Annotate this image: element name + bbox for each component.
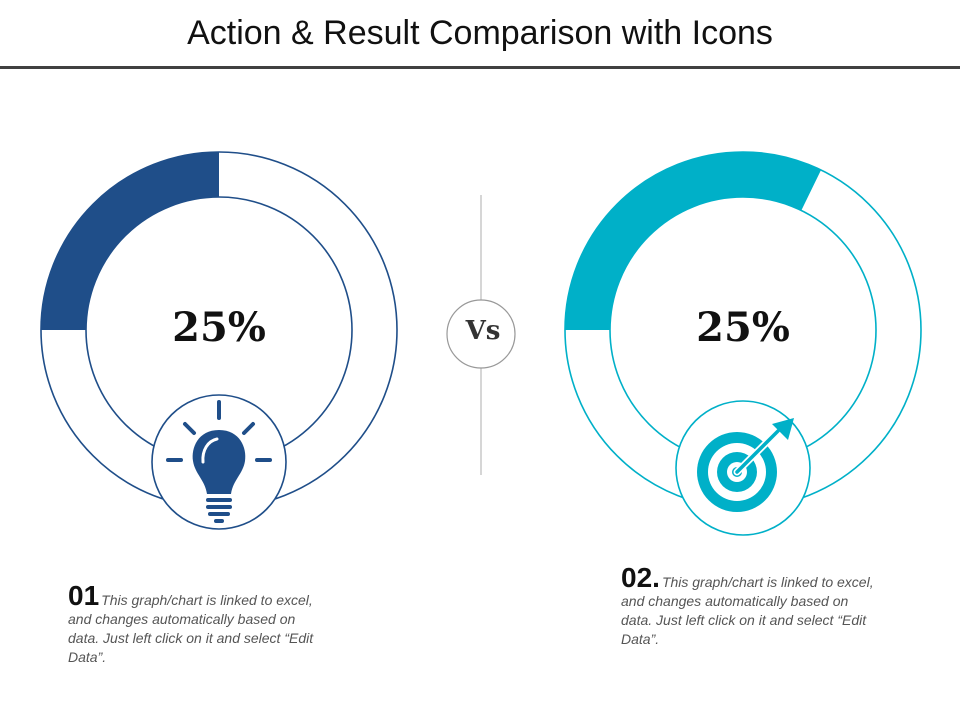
item-number-right: 02. (621, 562, 660, 593)
target-icon (697, 418, 794, 512)
title-divider (0, 66, 960, 69)
item-text-right: This graph/chart is linked to excel, and… (621, 574, 874, 647)
donut-right-value-segment (565, 151, 822, 330)
donut-left-value-segment (41, 152, 219, 330)
donut-chart-left[interactable] (40, 151, 398, 530)
page-title: Action & Result Comparison with Icons (187, 14, 773, 52)
vs-circle[interactable] (446, 299, 516, 369)
description-left: 01 This graph/chart is linked to excel, a… (68, 582, 328, 667)
donut-chart-right[interactable] (564, 151, 922, 536)
vs-label: Vs (465, 316, 501, 346)
description-right: 02. This graph/chart is linked to excel, … (621, 564, 881, 649)
lightbulb-icon (166, 400, 272, 523)
percent-label-right: 25% (696, 304, 790, 351)
percent-label-left: 25% (172, 304, 266, 351)
item-text-left: This graph/chart is linked to excel, and… (68, 592, 314, 665)
item-number-left: 01 (68, 580, 100, 611)
